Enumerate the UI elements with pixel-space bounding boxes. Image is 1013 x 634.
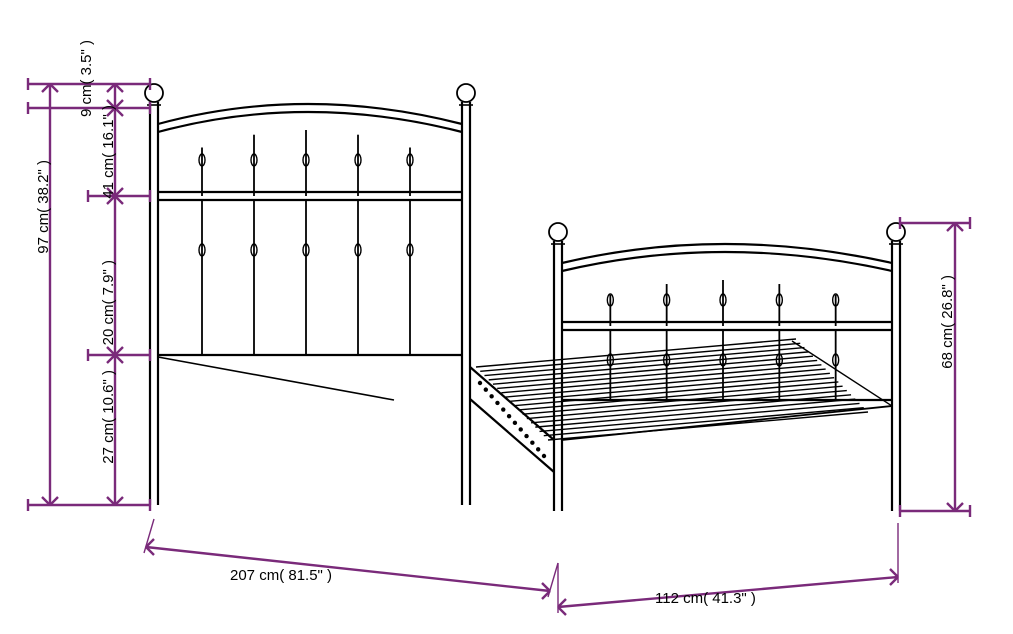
bed-diagram <box>0 0 1013 634</box>
dim-width: 112 cm( 41.3" ) <box>655 590 756 607</box>
dim-headboard-lower: 20 cm( 7.9" ) <box>100 260 117 345</box>
dim-headboard-upper: 41 cm( 16.1" ) <box>100 105 117 199</box>
dim-total-height: 97 cm( 38.2" ) <box>35 160 52 254</box>
dim-footboard: 68 cm( 26.8" ) <box>939 275 956 369</box>
dim-length: 207 cm( 81.5" ) <box>230 567 332 584</box>
dim-clearance: 27 cm( 10.6" ) <box>100 370 117 464</box>
dim-finial: 9 cm( 3.5" ) <box>78 40 95 117</box>
